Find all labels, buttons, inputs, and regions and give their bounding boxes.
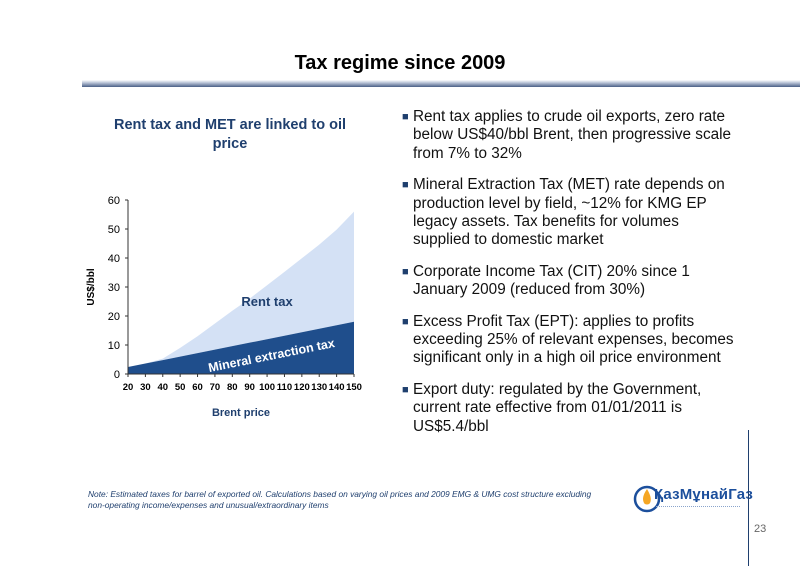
y-tick-label: 40 (108, 253, 120, 265)
page-number: 23 (754, 523, 767, 535)
chart-title: Rent tax and MET are linked to oil price (113, 117, 347, 152)
x-tick-label: 130 (311, 382, 327, 393)
x-tick-label: 70 (210, 382, 221, 393)
slide-title: Tax regime since 2009 (294, 52, 506, 74)
y-axis-label: US$/bbl (86, 268, 97, 305)
x-tick-label: 40 (157, 382, 168, 393)
bullet-item: ■ Mineral Extraction Tax (MET) rate depen… (402, 176, 734, 250)
x-tick-label: 30 (140, 382, 151, 393)
square-bullet-icon: ■ (402, 111, 409, 123)
met-area (128, 321, 354, 374)
bullet-text: Rent tax applies to crude oil exports, z… (413, 108, 732, 162)
square-bullet-icon: ■ (402, 383, 409, 396)
square-bullet-icon: ■ (402, 179, 409, 192)
logo-tagline (656, 506, 740, 509)
bullet-text: Mineral Extraction Tax (MET) rate depend… (413, 176, 725, 249)
x-tick-label: 80 (227, 382, 238, 393)
bullet-item: ■ Export duty: regulated by the Governmen… (402, 380, 734, 436)
square-bullet-icon: ■ (402, 265, 409, 278)
x-tick-label: 20 (123, 382, 134, 393)
x-axis-label: Brent price (212, 407, 270, 419)
x-tick-label: 100 (259, 382, 275, 393)
bullet-item: ■ Excess Profit Tax (EPT): applies to pro… (402, 312, 734, 368)
bullet-text: Corporate Income Tax (CIT) 20% since 1 J… (413, 262, 690, 299)
x-tick-label: 90 (244, 382, 255, 393)
bullet-text: Excess Profit Tax (EPT): applies to prof… (413, 312, 734, 367)
bullet-text: Export duty: regulated by the Government… (413, 380, 702, 435)
footnote: Note: Estimated taxes for barrel of expo… (88, 489, 592, 510)
vertical-divider (748, 430, 749, 566)
x-tick-label: 60 (192, 382, 203, 393)
bullet-item: ■ Rent tax applies to crude oil exports, … (402, 108, 734, 163)
tax-area-chart: 0 10 20 30 40 50 60 20 30 40 50 60 70 80 90 100 110 120 13… (86, 195, 362, 419)
logo-text: ҚазМұнайГаз (654, 486, 754, 503)
x-tick-label: 150 (346, 382, 362, 393)
x-tick-label: 110 (277, 382, 292, 393)
x-tick-label: 140 (329, 382, 345, 393)
company-logo: ҚазМұнайГаз (632, 482, 753, 516)
y-tick-label: 60 (108, 195, 120, 207)
bullet-item: ■ Corporate Income Tax (CIT) 20% since 1 … (402, 262, 734, 300)
drop-flame-logo-icon (633, 485, 661, 513)
square-bullet-icon: ■ (402, 315, 409, 328)
bullet-list: ■ Rent tax applies to crude oil exports, … (402, 108, 734, 449)
x-tick-label: 50 (175, 382, 186, 393)
y-tick-label: 10 (108, 340, 120, 352)
rent-tax-area (128, 211, 354, 368)
y-tick-label: 50 (108, 224, 120, 236)
y-tick-label: 0 (114, 369, 120, 381)
x-tick-label: 120 (294, 382, 310, 393)
y-tick-label: 30 (108, 282, 120, 294)
title-divider (82, 80, 800, 87)
y-tick-label: 20 (108, 311, 120, 323)
rent-tax-label: Rent tax (241, 294, 293, 309)
